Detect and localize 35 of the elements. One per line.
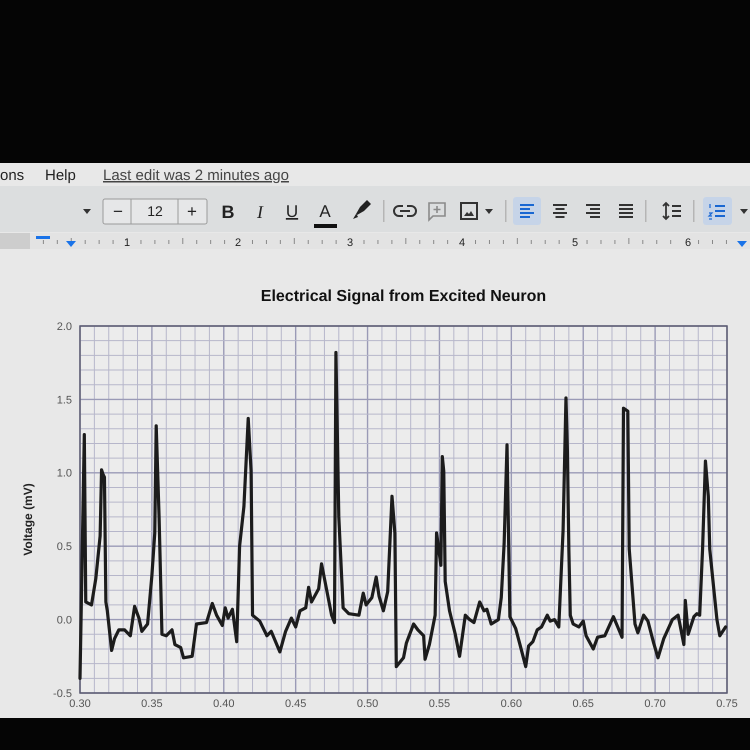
x-tick-label: 0.40	[213, 698, 234, 710]
text: 1	[124, 237, 130, 249]
text: 4	[458, 237, 466, 249]
y-tick-label: -0.5	[53, 688, 72, 700]
text: +	[187, 202, 198, 221]
text: I	[256, 202, 264, 222]
line-series	[78, 350, 728, 680]
text: Help	[45, 167, 76, 184]
chart-title: Electrical Signal from Excited Neuron	[260, 288, 546, 305]
y-tick-label: 1.5	[56, 394, 72, 406]
text: A	[319, 202, 332, 221]
text: 6	[684, 237, 692, 249]
x-tick-label: 0.75	[716, 698, 738, 710]
x-tick-label: 0.60	[500, 698, 522, 710]
x-tick-label: 0.70	[644, 698, 666, 710]
x-tick-label: 0.55	[428, 698, 450, 710]
text: U	[286, 202, 298, 221]
text: 2	[234, 237, 242, 249]
text: 5	[572, 237, 578, 249]
text: ons	[0, 167, 24, 184]
text: −	[113, 202, 124, 221]
x-tick-label: 0.45	[284, 698, 306, 710]
y-tick-label: 0.0	[56, 614, 72, 626]
y-tick-label: 1.0	[56, 468, 72, 480]
y-axis-title: Voltage (mV)	[21, 483, 35, 556]
x-tick-label: 0.30	[69, 698, 91, 710]
text: 12	[147, 203, 163, 219]
text: Last edit was 2 minutes ago	[103, 167, 289, 184]
y-tick-label: 2.0	[56, 320, 72, 333]
x-tick-label: 0.50	[356, 698, 378, 710]
x-tick-label: 0.35	[141, 698, 163, 710]
text: B	[222, 202, 234, 222]
x-tick-label: 0.65	[572, 698, 594, 710]
y-tick-label: 0.5	[56, 541, 72, 554]
text: 3	[346, 237, 354, 249]
